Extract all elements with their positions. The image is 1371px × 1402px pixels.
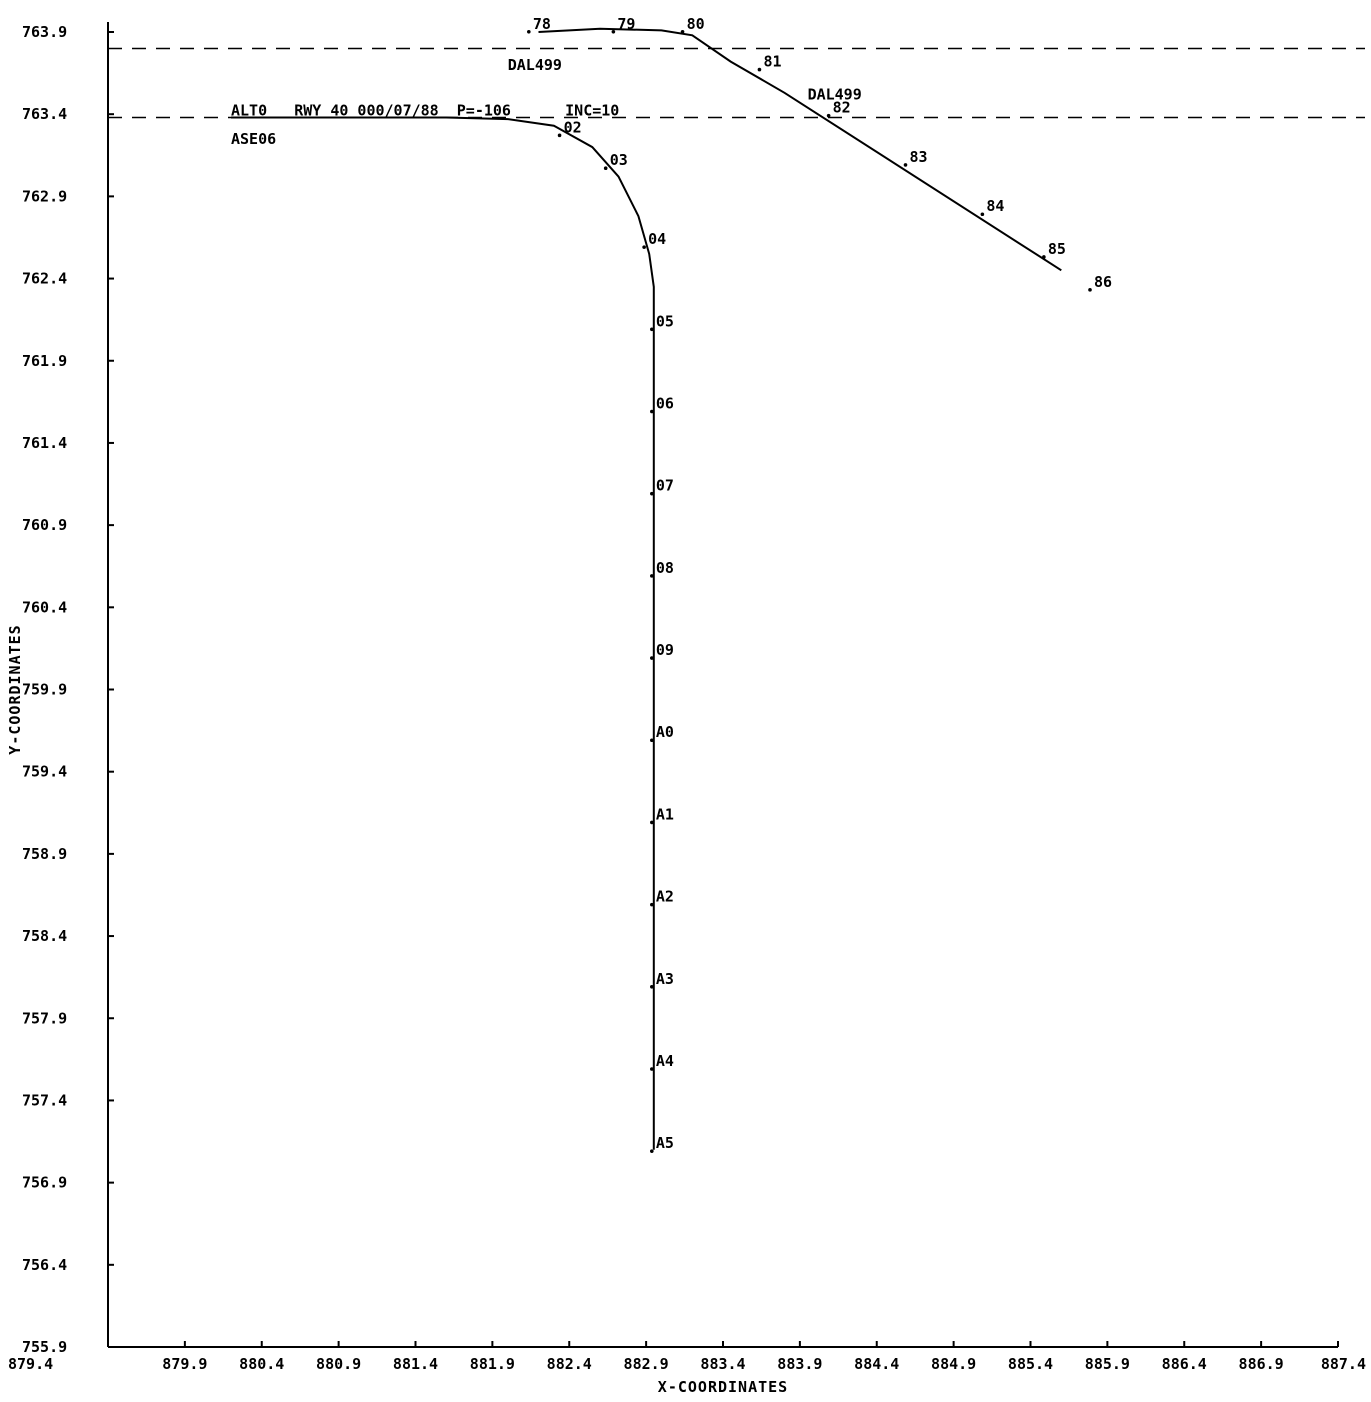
y-tick-label: 756.9 <box>22 1174 67 1192</box>
x-tick-label: 886.9 <box>1239 1355 1284 1373</box>
track-point-label: A5 <box>656 1134 674 1152</box>
y-tick-label: 761.4 <box>22 434 67 452</box>
track-point-label: 80 <box>687 15 705 33</box>
y-tick-label: 756.4 <box>22 1256 67 1274</box>
track-point-label: A0 <box>656 723 674 741</box>
y-tick-label: 760.4 <box>22 598 67 616</box>
track-point-label: 08 <box>656 559 674 577</box>
track-point <box>903 163 908 167</box>
x-tick-label: 881.9 <box>470 1355 515 1373</box>
y-tick-label: 763.9 <box>22 23 67 41</box>
track-point-label: 09 <box>656 641 674 659</box>
track-point-label: 03 <box>610 151 628 169</box>
track-point <box>650 574 654 578</box>
track-point <box>527 29 531 34</box>
track-point <box>1042 255 1046 259</box>
x-tick-label: 884.4 <box>854 1355 899 1373</box>
reference-lines <box>108 47 1365 119</box>
track-point <box>650 1149 654 1153</box>
x-tick-label: 882.4 <box>547 1355 592 1373</box>
y-tick-label: 763.4 <box>22 105 67 123</box>
track-point-label: 84 <box>986 197 1004 215</box>
track-name-label-2: DAL499 <box>808 85 862 103</box>
run-annotation: ALT0 RWY 40 000/07/88 P=-106 INC=10 <box>231 101 619 119</box>
plot-annotations: X-COORDINATES Y-COORDINATES ALT0 RWY 40 … <box>6 101 788 1396</box>
x-axis-title: X-COORDINATES <box>658 1378 788 1396</box>
x-tick-label: 883.4 <box>700 1355 745 1373</box>
track-point-label: A4 <box>656 1052 674 1070</box>
y-tick-label: 762.9 <box>22 187 67 205</box>
track-point-label: 04 <box>648 230 666 248</box>
track-point-label: A3 <box>656 970 674 988</box>
x-tick-label: 883.9 <box>777 1355 822 1373</box>
x-tick-labels: 879.4 879.9 880.4 880.9 881.4 881.9 882.4 882.9… <box>8 1341 1366 1373</box>
track-point <box>980 212 985 217</box>
track-point-label: 85 <box>1048 240 1066 258</box>
track-point-label: 86 <box>1094 273 1112 291</box>
x-tick-label: 885.4 <box>1008 1355 1053 1373</box>
y-tick-label: 755.9 <box>22 1338 67 1356</box>
y-tick-label: 758.9 <box>22 845 67 863</box>
y-tick-label: 757.9 <box>22 1009 67 1027</box>
x-tick-label: 886.4 <box>1162 1355 1207 1373</box>
track-point <box>650 985 654 989</box>
x-tick-label: 884.9 <box>931 1355 976 1373</box>
y-axis-title: Y-COORDINATES <box>6 624 24 754</box>
track-point <box>826 113 831 118</box>
track-point-label: 07 <box>656 477 674 495</box>
track-point-label: 78 <box>533 15 551 33</box>
x-tick-label: 880.4 <box>239 1355 284 1373</box>
x-tick-label: 879.9 <box>162 1355 207 1373</box>
track-point <box>650 491 654 496</box>
y-tick-label: 760.9 <box>22 516 67 534</box>
track-point <box>650 820 654 825</box>
track-point-label: 82 <box>833 99 851 117</box>
y-tick-label: 758.4 <box>22 927 67 945</box>
track-line <box>231 116 655 1150</box>
x-tick-label: 882.9 <box>624 1355 669 1373</box>
y-tick-label: 759.4 <box>22 763 67 781</box>
track-line <box>538 27 1062 272</box>
axes <box>107 22 1338 1348</box>
track-point <box>650 656 654 660</box>
track-point <box>557 133 562 138</box>
track-point <box>642 245 646 249</box>
track-point <box>650 1067 654 1071</box>
track-point <box>650 738 654 743</box>
track-point <box>1088 288 1092 292</box>
track-ase06: 02 03 04 05 06 07 08 09 A0 A1 A2 A3 A4 A5 ASE06 <box>231 116 674 1153</box>
y-tick-label: 762.4 <box>22 270 67 288</box>
track-point <box>611 29 616 34</box>
flight-tracks: 02 03 04 05 06 07 08 09 A0 A1 A2 A3 A4 A5 ASE06 78 79 80 8… <box>231 15 1112 1153</box>
track-point <box>650 409 654 414</box>
track-point <box>680 29 685 34</box>
track-point-label: 79 <box>617 15 635 33</box>
y-tick-labels: 763.9 763.4 762.9 762.4 761.9 761.4 760.9 760.4… <box>22 23 114 1356</box>
y-tick-label: 761.9 <box>22 352 67 370</box>
track-point <box>603 166 608 171</box>
x-tick-label: 885.9 <box>1085 1355 1130 1373</box>
track-dal499: 78 79 80 81 82 83 84 85 86 DAL499 DAL499 <box>508 15 1112 292</box>
track-point <box>650 327 654 332</box>
track-point-label: 83 <box>910 148 928 166</box>
track-point-label: 06 <box>656 394 674 412</box>
track-point-label: 02 <box>564 118 582 136</box>
track-name-label: ASE06 <box>231 130 276 148</box>
track-point <box>757 67 762 72</box>
x-tick-label: 887.4 <box>1321 1355 1366 1373</box>
y-tick-label: 757.4 <box>22 1091 67 1109</box>
track-name-label: DAL499 <box>508 56 562 74</box>
x-tick-label: 879.4 <box>8 1355 53 1373</box>
track-point-label: A1 <box>656 805 674 823</box>
x-tick-label: 880.9 <box>316 1355 361 1373</box>
track-point-label: 81 <box>763 53 781 71</box>
track-point <box>650 902 654 907</box>
track-point-label: A2 <box>656 888 674 906</box>
x-tick-label: 881.4 <box>393 1355 438 1373</box>
y-tick-label: 759.9 <box>22 681 67 699</box>
track-point-label: 05 <box>656 312 674 330</box>
